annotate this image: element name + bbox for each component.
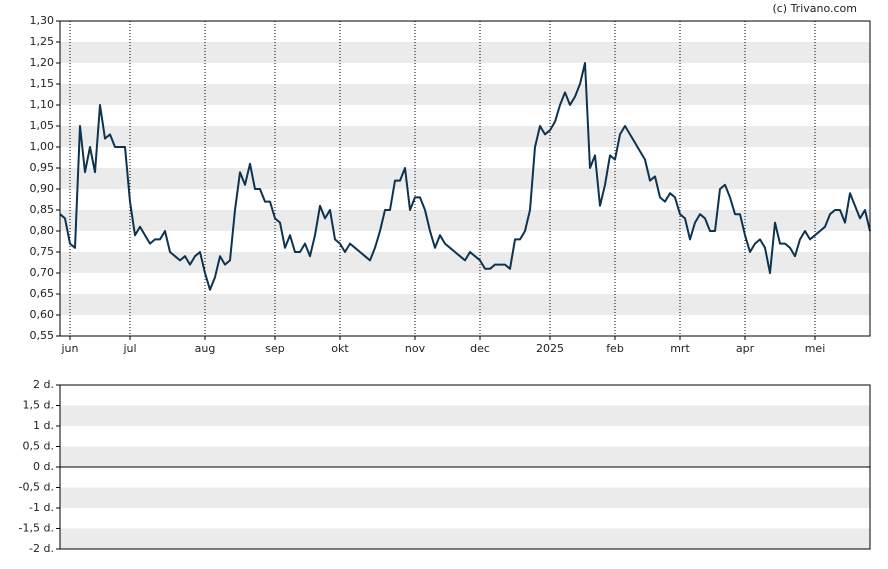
y-tick-label: 2 d. bbox=[33, 378, 54, 391]
x-tick-label: dec bbox=[470, 342, 490, 355]
grid-band bbox=[60, 126, 870, 147]
x-tick-label: mei bbox=[805, 342, 826, 355]
grid-band bbox=[60, 487, 870, 508]
y-tick-label: 1,10 bbox=[30, 98, 55, 111]
plot-frame bbox=[59, 384, 871, 550]
credit: (c) Trivano.com bbox=[772, 2, 857, 15]
y-tick-label: -2 d. bbox=[29, 542, 54, 555]
grid-band bbox=[60, 446, 870, 467]
y-tick-label: 1,20 bbox=[30, 56, 55, 69]
x-tick-label: jun bbox=[61, 342, 79, 355]
y-tick-label: 0,80 bbox=[30, 224, 55, 237]
y-tick-label: 0,75 bbox=[30, 245, 55, 258]
x-tick-label: 2025 bbox=[536, 342, 564, 355]
y-tick-label: 0,60 bbox=[30, 308, 55, 321]
grid-band bbox=[60, 252, 870, 273]
grid-band bbox=[60, 210, 870, 231]
x-tick-label: okt bbox=[331, 342, 349, 355]
x-tick-label: mrt bbox=[670, 342, 690, 355]
grid-band bbox=[60, 84, 870, 105]
x-tick-label: apr bbox=[736, 342, 755, 355]
grid-band bbox=[60, 528, 870, 549]
y-tick-label: 0,85 bbox=[30, 203, 55, 216]
x-tick-label: jul bbox=[122, 342, 136, 355]
y-tick-label: 1,15 bbox=[30, 77, 55, 90]
y-tick-label: 0,70 bbox=[30, 266, 55, 279]
y-tick-label: 0,95 bbox=[30, 161, 55, 174]
y-tick-label: 1 d. bbox=[33, 419, 54, 432]
y-tick-label: 0,55 bbox=[30, 329, 55, 342]
price-line bbox=[59, 62, 871, 291]
grid-band bbox=[60, 42, 870, 63]
grid-band bbox=[60, 405, 870, 426]
y-tick-label: -1 d. bbox=[29, 501, 54, 514]
x-tick-label: aug bbox=[195, 342, 216, 355]
y-tick-label: 0,65 bbox=[30, 287, 55, 300]
y-tick-label: -1,5 d. bbox=[19, 522, 54, 535]
plot-frame bbox=[59, 20, 871, 337]
y-tick-label: 1,00 bbox=[30, 140, 55, 153]
y-tick-label: 0,90 bbox=[30, 182, 55, 195]
x-tick-label: feb bbox=[606, 342, 624, 355]
y-tick-label: 0,5 d. bbox=[23, 440, 54, 453]
y-tick-label: 0 d. bbox=[33, 460, 54, 473]
grid-band bbox=[60, 294, 870, 315]
x-tick-label: sep bbox=[265, 342, 284, 355]
y-tick-label: 1,05 bbox=[30, 119, 55, 132]
y-tick-label: 1,30 bbox=[30, 14, 55, 27]
y-tick-label: 1,5 d. bbox=[23, 399, 54, 412]
x-tick-label: nov bbox=[405, 342, 426, 355]
y-tick-label: -0,5 d. bbox=[19, 481, 54, 494]
grid-band bbox=[60, 168, 870, 189]
y-tick-label: 1,25 bbox=[30, 35, 55, 48]
